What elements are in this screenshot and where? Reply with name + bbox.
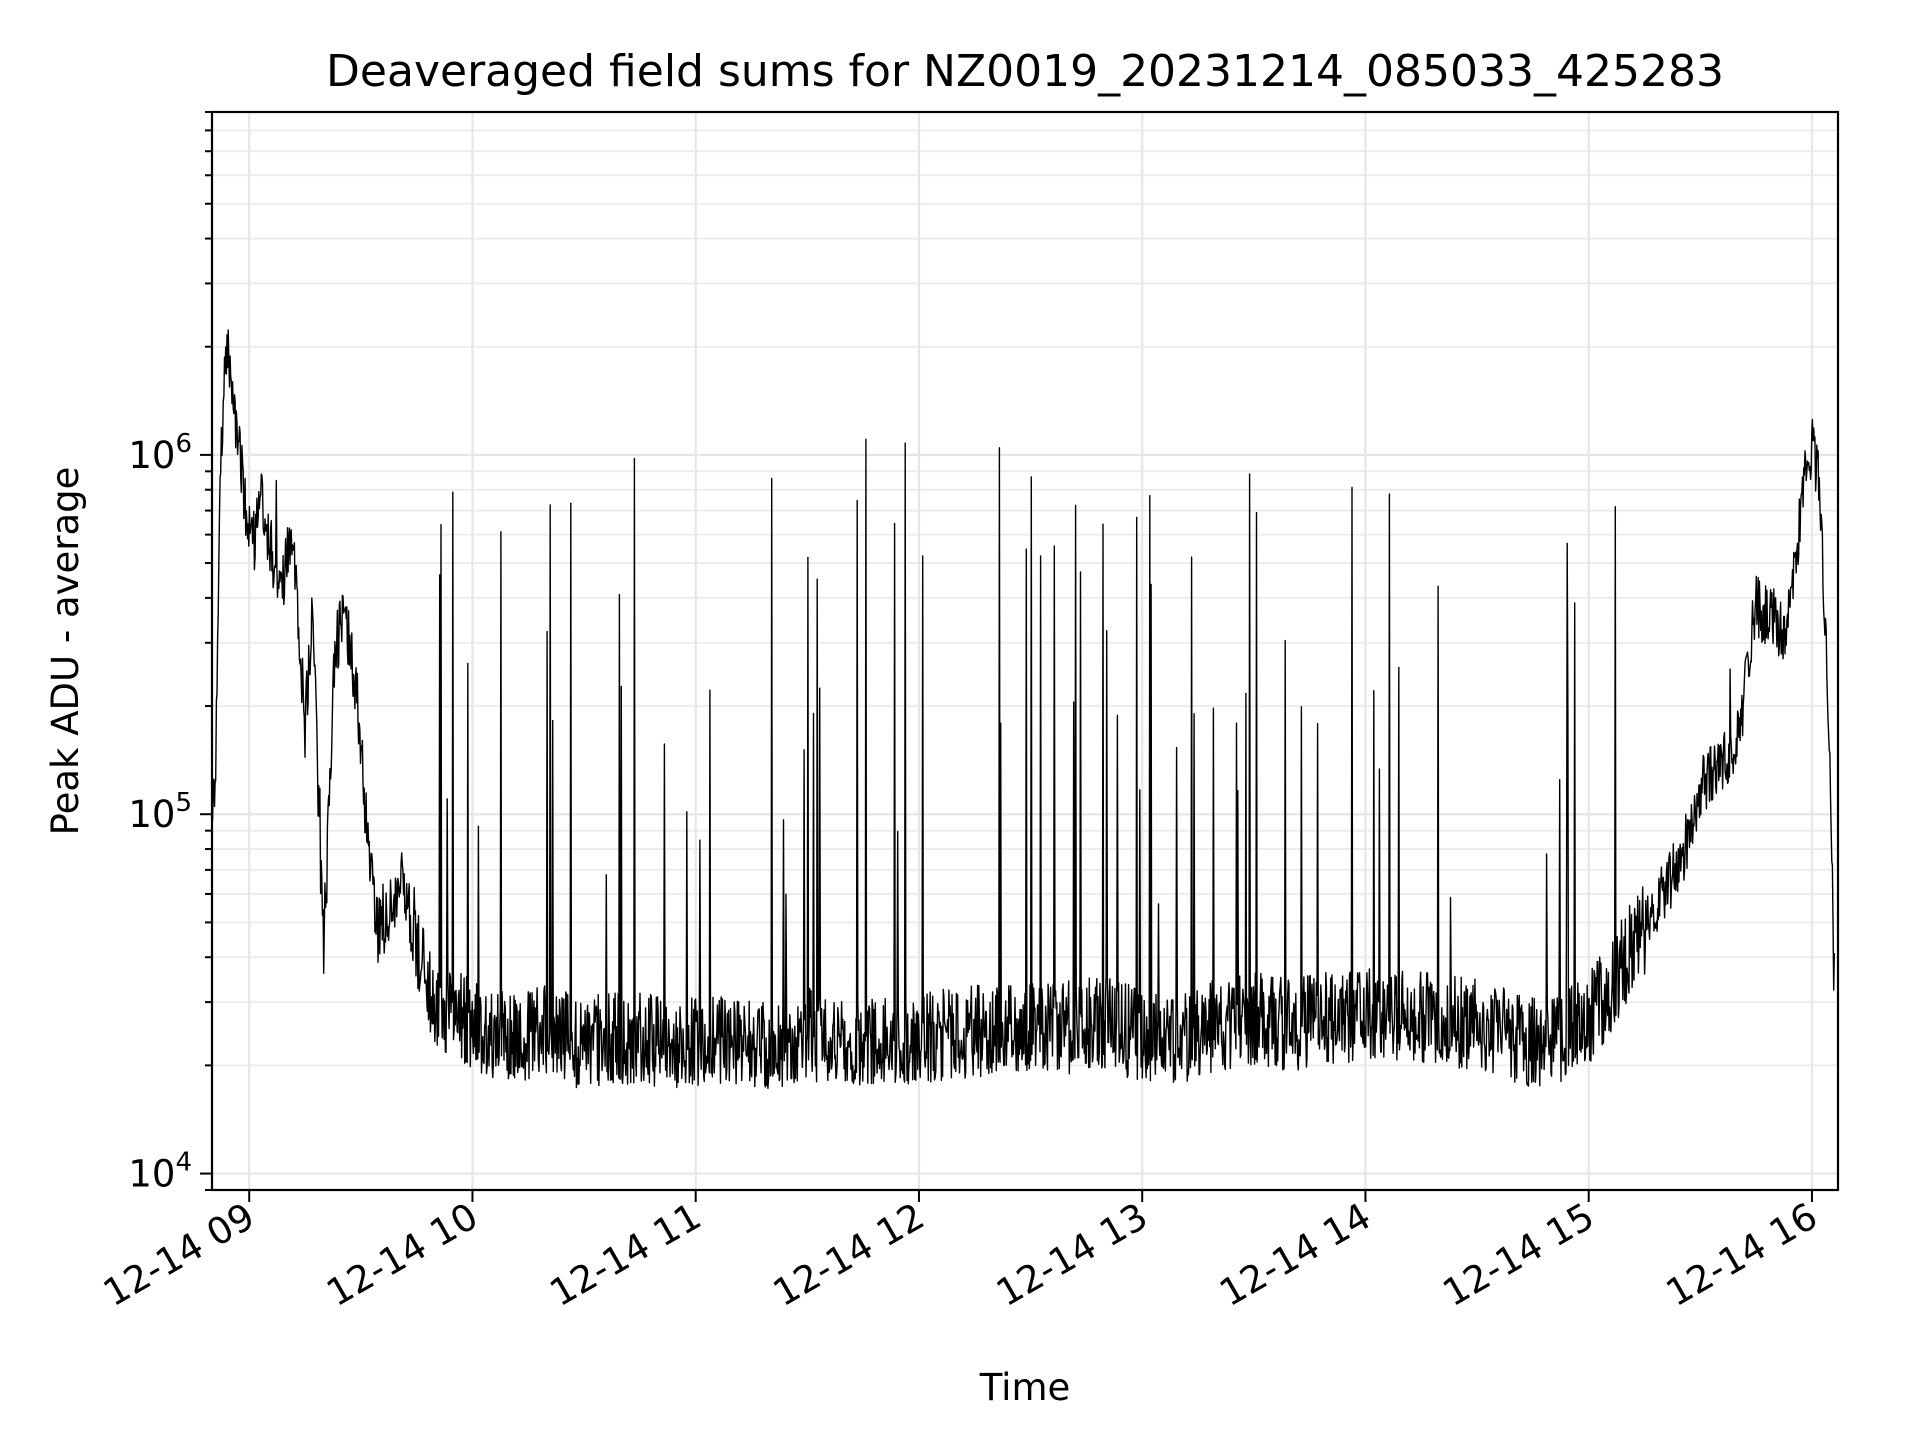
x-tick-label: 12-14 13 bbox=[989, 1195, 1155, 1315]
plot-frame bbox=[210, 110, 1840, 1192]
y-tick-label: 106 bbox=[128, 429, 192, 477]
x-tick-label: 12-14 11 bbox=[543, 1195, 709, 1315]
series-line bbox=[211, 329, 1835, 1089]
x-axis-label: Time bbox=[979, 1366, 1071, 1409]
y-tick-label: 104 bbox=[128, 1148, 192, 1196]
y-axis-label: Peak ADU - average bbox=[44, 467, 87, 836]
chart-title: Deaveraged field sums for NZ0019_2023121… bbox=[326, 46, 1724, 97]
ticks: 104 105 106 12-14 09 12-14 10 12-14 11 12-14 1… bbox=[96, 111, 1825, 1315]
x-tick-label: 12-14 12 bbox=[766, 1195, 932, 1315]
x-tick-label: 12-14 14 bbox=[1212, 1195, 1378, 1315]
x-tick-label: 12-14 15 bbox=[1436, 1195, 1602, 1315]
series-layer bbox=[211, 329, 1835, 1089]
x-tick-label: 12-14 16 bbox=[1659, 1195, 1825, 1315]
x-tick-label: 12-14 09 bbox=[96, 1195, 262, 1315]
x-tick-label: 12-14 10 bbox=[319, 1195, 485, 1315]
y-tick-label: 105 bbox=[128, 788, 192, 836]
